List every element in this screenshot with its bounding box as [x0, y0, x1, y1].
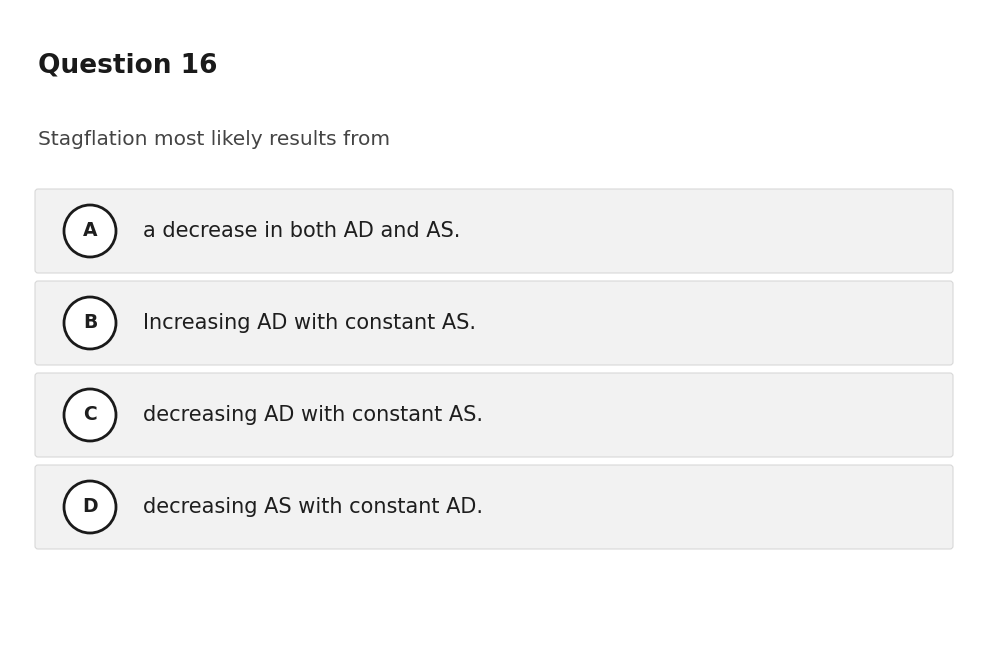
Text: B: B — [83, 314, 97, 333]
FancyBboxPatch shape — [35, 373, 953, 457]
Text: D: D — [82, 498, 98, 516]
Circle shape — [64, 481, 116, 533]
Text: A: A — [83, 221, 97, 241]
Text: C: C — [83, 406, 97, 424]
Circle shape — [64, 297, 116, 349]
FancyBboxPatch shape — [35, 189, 953, 273]
FancyBboxPatch shape — [35, 281, 953, 365]
FancyBboxPatch shape — [35, 465, 953, 549]
Text: decreasing AD with constant AS.: decreasing AD with constant AS. — [143, 405, 483, 425]
Text: Question 16: Question 16 — [38, 52, 218, 78]
Circle shape — [64, 389, 116, 441]
Text: Increasing AD with constant AS.: Increasing AD with constant AS. — [143, 313, 476, 333]
Text: a decrease in both AD and AS.: a decrease in both AD and AS. — [143, 221, 460, 241]
Text: decreasing AS with constant AD.: decreasing AS with constant AD. — [143, 497, 483, 517]
Circle shape — [64, 205, 116, 257]
Text: Stagflation most likely results from: Stagflation most likely results from — [38, 130, 390, 149]
